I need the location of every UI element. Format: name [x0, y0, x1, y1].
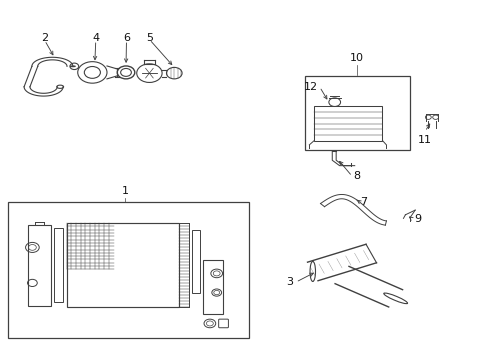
- Text: 2: 2: [41, 33, 48, 43]
- Bar: [8, 202, 249, 338]
- Text: 10: 10: [349, 53, 363, 63]
- Bar: [305, 76, 409, 149]
- Bar: [66, 223, 178, 307]
- Text: 1: 1: [122, 186, 128, 196]
- Text: 8: 8: [353, 171, 360, 181]
- Text: 3: 3: [285, 277, 293, 287]
- Text: 6: 6: [123, 33, 130, 43]
- Bar: [27, 225, 51, 306]
- Bar: [314, 107, 382, 140]
- Bar: [54, 228, 63, 302]
- Text: 5: 5: [145, 33, 153, 42]
- Text: 11: 11: [417, 135, 431, 145]
- Text: 7: 7: [360, 197, 367, 207]
- Text: 4: 4: [92, 33, 99, 43]
- Bar: [192, 230, 200, 293]
- Bar: [203, 260, 222, 315]
- Text: 9: 9: [413, 215, 421, 224]
- Text: 12: 12: [304, 82, 318, 92]
